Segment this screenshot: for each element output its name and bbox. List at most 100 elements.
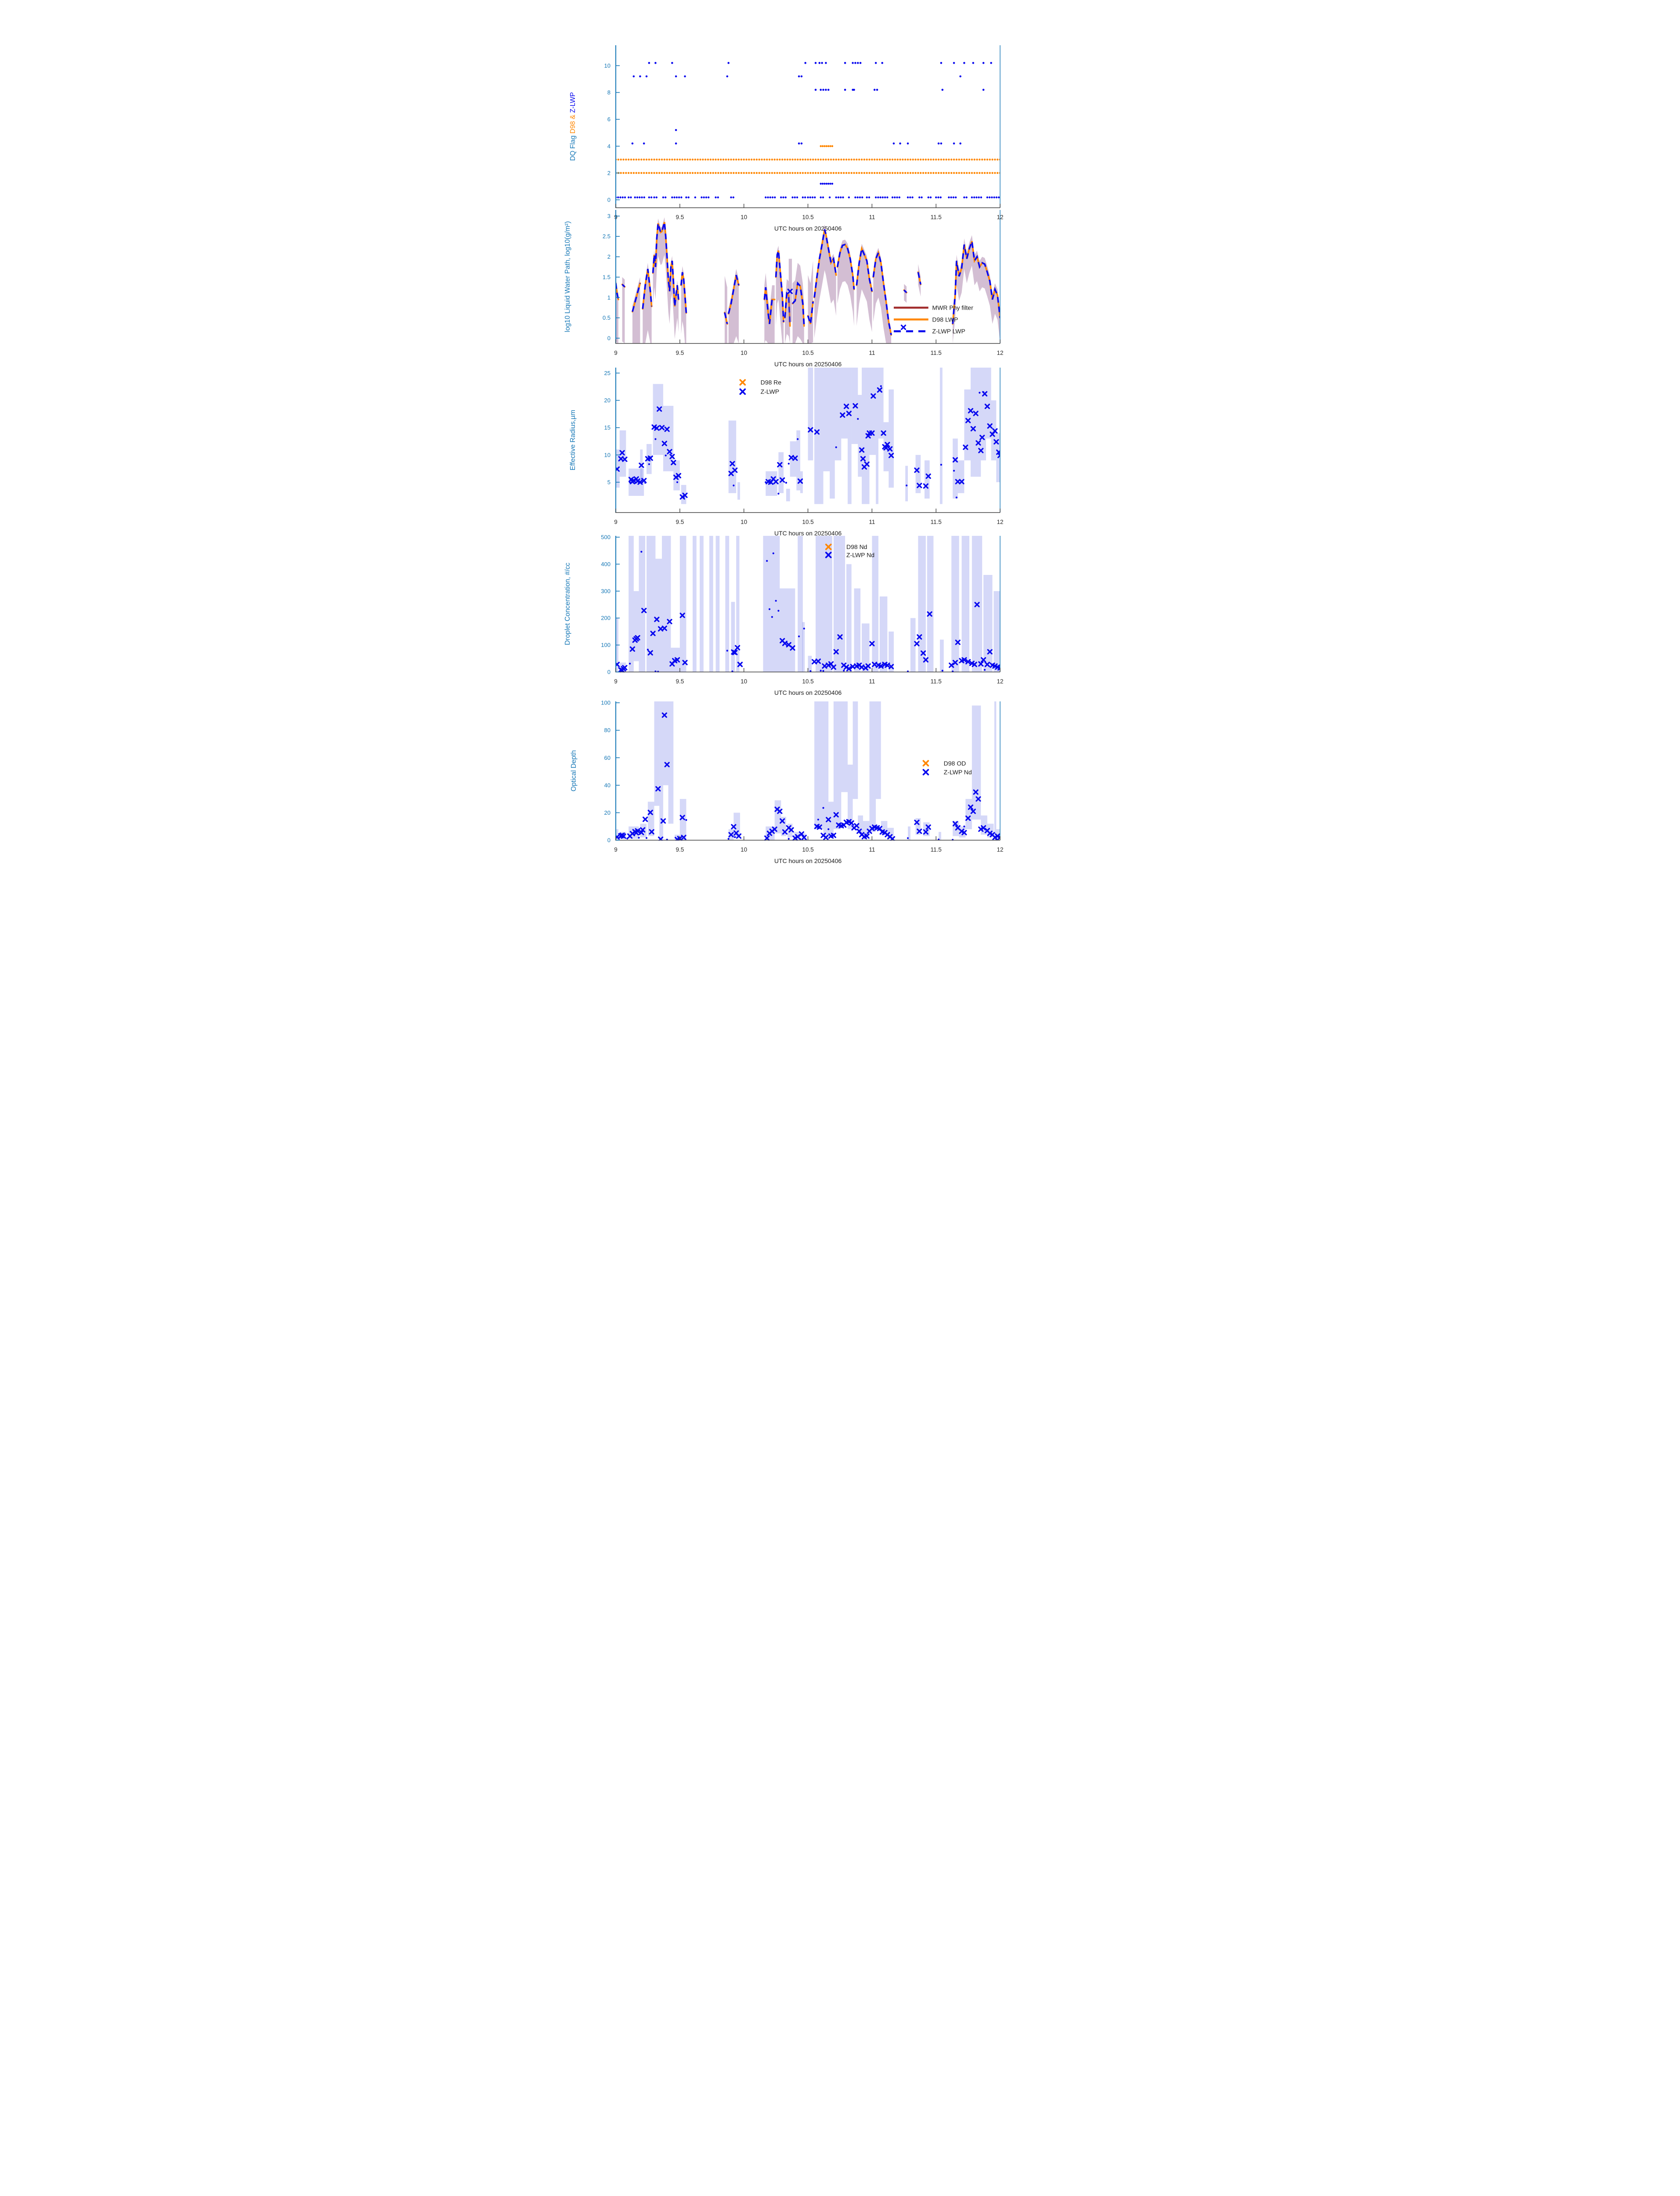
x-markers <box>616 712 1000 841</box>
y-tick-label: 5 <box>607 479 611 485</box>
y-tick-label: 100 <box>601 642 611 648</box>
zlwp-lwp-dashed-line <box>724 312 728 324</box>
lwp-error-band <box>792 263 804 343</box>
plot-area-droplet-concentration <box>616 536 1000 672</box>
y-tick-label: 15 <box>604 424 611 431</box>
lwp-error-band <box>622 277 625 343</box>
flag-dot-row <box>616 172 1000 174</box>
data-dots <box>814 89 985 91</box>
x-tick-label: 10 <box>741 846 747 853</box>
data-dots <box>631 142 961 144</box>
lwp-error-band <box>632 277 640 343</box>
data-dots <box>632 75 961 78</box>
zlwp-lwp-dashed-line <box>952 241 1000 324</box>
lwp-error-band <box>904 284 907 303</box>
lwp-error-band <box>764 273 775 343</box>
y-tick-label: 20 <box>604 397 611 404</box>
x-tick-label: 11 <box>869 350 875 356</box>
x-tick-label: 11 <box>869 678 875 685</box>
lwp-error-band <box>873 248 892 343</box>
y-tick-label: 1 <box>607 294 611 301</box>
y-axis-label: DQ Flag D98 & Z-LWP <box>569 92 577 161</box>
y-tick-label: 300 <box>601 588 611 594</box>
x-tick-label: 9 <box>614 519 618 525</box>
legend-droplet-concentration: D98 Nd Z-LWP Nd <box>825 543 874 559</box>
zlwp-lwp-dashed-line <box>727 274 740 314</box>
x-tick-label: 10.5 <box>802 214 813 220</box>
x-tick-label: 9.5 <box>676 214 684 220</box>
y-tick-label: 2 <box>607 253 611 260</box>
x-tick-label: 9 <box>614 678 618 685</box>
lwp-error-band <box>776 246 784 343</box>
zlwp-lwp-dashed-line <box>763 287 775 324</box>
data-dots <box>675 129 677 131</box>
flag-dot-row <box>820 183 834 185</box>
zlwp-lwp-dashed-line <box>792 281 805 326</box>
y-tick-label: 40 <box>604 782 611 788</box>
lwp-error-band <box>808 260 813 343</box>
axes-optical-depth: 0 20 40 60 80 100 9 9.5 10 10.5 11 11.5 12 UTC hours … <box>570 700 1004 864</box>
x-axis-label: UTC hours on 20250406 <box>774 689 842 696</box>
x-tick-label: 12 <box>997 846 1003 853</box>
x-tick-label: 11.5 <box>931 678 942 685</box>
x-tick-label: 10 <box>741 214 747 220</box>
x-markers <box>616 387 1000 500</box>
x-tick-label: 12 <box>997 350 1003 356</box>
y-tick-label: 200 <box>601 615 611 621</box>
zlwp-lwp-dashed-line <box>813 229 837 298</box>
x-tick-label: 9.5 <box>676 519 684 525</box>
x-tick-label: 12 <box>997 519 1003 525</box>
x-tick-label: 10.5 <box>802 350 813 356</box>
x-tick-label: 11.5 <box>931 846 942 853</box>
uncertainty-band <box>616 536 1000 672</box>
zlwp-lwp-dashed-line <box>642 269 653 309</box>
y-tick-label: 2.5 <box>603 233 611 240</box>
y-axis-label: Effective Radius,µm <box>569 410 577 470</box>
y-tick-label: 3 <box>607 213 611 219</box>
plot-area-effective-radius <box>616 368 1000 504</box>
x-tick-label: 9.5 <box>676 846 684 853</box>
x-tick-label: 12 <box>997 678 1003 685</box>
plot-area-dq-flag <box>616 62 1000 199</box>
x-tick-label: 9.5 <box>676 350 684 356</box>
y-tick-label: 20 <box>604 809 611 816</box>
x-tick-label: 9 <box>614 846 618 853</box>
x-tick-label: 11 <box>869 214 875 220</box>
flag-dot-row <box>820 145 834 147</box>
lwp-error-band <box>814 224 836 338</box>
panel-droplet-concentration: 0 100 200 300 400 500 9 9.5 10 10.5 11 11.5 12 UTC ho… <box>564 534 1004 696</box>
zlwp-lwp-dashed-line <box>807 301 814 325</box>
y-tick-label: 0 <box>607 837 611 844</box>
y-tick-label: 0.5 <box>603 314 611 321</box>
x-tick-label: 11 <box>869 846 875 853</box>
x-markers <box>616 602 1000 672</box>
y-tick-label: 60 <box>604 755 611 761</box>
x-tick-label: 10.5 <box>802 678 813 685</box>
y-tick-label: 4 <box>607 143 611 149</box>
zlwp-lwp-dashed-line <box>856 246 873 292</box>
y-tick-label: 100 <box>601 700 611 706</box>
y-tick-label: 80 <box>604 727 611 733</box>
flag-dot-row <box>616 196 1000 199</box>
legend-label: MWR Phy filter <box>932 304 973 311</box>
legend-label: D98 Re <box>761 379 782 386</box>
y-axis-label: Droplet Concentration, #/cc <box>564 563 571 645</box>
legend-label: Z-LWP <box>761 388 780 395</box>
y-tick-label: 2 <box>607 170 611 176</box>
legend-label: D98 Nd <box>846 543 867 550</box>
uncertainty-band <box>616 701 1000 840</box>
x-markers <box>787 289 793 294</box>
lwp-error-band <box>856 243 872 332</box>
y-tick-label: 8 <box>607 89 611 96</box>
legend-label: D98 LWP <box>932 316 958 323</box>
legend-effective-radius: D98 Re Z-LWP <box>739 379 782 395</box>
lwp-error-band <box>653 217 679 339</box>
x-axis-label: UTC hours on 20250406 <box>774 361 842 368</box>
data-dots <box>648 62 992 64</box>
lwp-error-band <box>728 269 739 343</box>
lwp-error-band <box>724 276 727 343</box>
data-dots <box>629 385 985 498</box>
